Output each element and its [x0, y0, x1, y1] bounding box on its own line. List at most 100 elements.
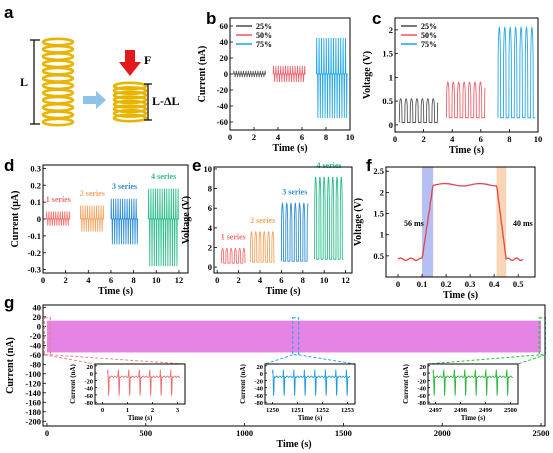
x-tick-label: 2	[151, 407, 154, 414]
x-axis-label: Time (s)	[443, 290, 478, 301]
x-axis-label: Time (s)	[98, 286, 133, 297]
y-tick-label: 10	[204, 164, 213, 174]
y-tick-label: 40	[220, 37, 229, 47]
y-tick-label: 20	[220, 53, 229, 63]
x-tick-label: 10	[534, 134, 543, 144]
panel-label-b: b	[206, 9, 216, 28]
y-tick-label: -20	[254, 378, 263, 385]
spring-coil	[112, 81, 148, 91]
spring-coil	[41, 81, 75, 91]
x-tick-label: 500	[139, 428, 152, 438]
x-axis-label: Time (s)	[276, 439, 311, 450]
y-tick-label: 20	[33, 312, 42, 322]
inset-background	[428, 364, 518, 404]
inset-frame	[427, 363, 519, 405]
panel-e: e 0 2 4 6 8 10 12 0 2 4 6 8 10 Time (s) Voltage (V) 1 se…	[181, 156, 353, 297]
spring-icon-compressed	[112, 81, 148, 123]
y-tick-label: -60	[217, 117, 228, 127]
series-line-2	[249, 230, 275, 263]
legend-label-2: 50%	[421, 31, 437, 40]
panel-f: f 0 0.1 0.2 0.3 0.4 0.5 0.5 1 1.5 2 2.5 Time (s) Volt…	[353, 156, 536, 301]
panel-a: a L F L-ΔL	[4, 3, 180, 127]
y-tick-label: -60	[30, 350, 41, 360]
inset-frame	[264, 363, 356, 405]
y-axis-label: Current (nA)	[239, 363, 247, 403]
y-tick-label: -40	[30, 340, 41, 350]
series-line-2	[272, 65, 306, 83]
legend-label-2: 50%	[256, 31, 272, 40]
transition-arrow-icon	[83, 91, 106, 109]
y-tick-label: -140	[25, 388, 41, 398]
y-tick-label: 2	[380, 187, 384, 197]
x-tick-label: 0.1	[417, 279, 428, 289]
spring-coil	[41, 44, 75, 54]
x-axis-label: Time (s)	[449, 145, 484, 156]
x-tick-label: 1252	[316, 407, 329, 414]
plot-frame	[229, 17, 351, 131]
series-label-2: 2 series	[80, 189, 105, 198]
x-tick-label: 6	[300, 132, 304, 142]
zoom-connector-left	[264, 354, 293, 365]
x-tick-label: 6	[279, 275, 283, 285]
y-tick-label: 20	[87, 364, 94, 371]
plot-frame	[213, 166, 353, 274]
spring-coil	[41, 95, 75, 105]
series-label-1: 1 series	[221, 233, 246, 242]
y-tick-label: 0	[423, 371, 426, 378]
y-axis-label: Voltage (V)	[181, 196, 192, 244]
x-tick-label: 2	[236, 275, 240, 285]
highlight-box-2	[292, 317, 300, 356]
y-tick-label: 0	[260, 371, 263, 378]
y-tick-label: 1	[389, 72, 393, 82]
rise-time-label: 56 ms	[404, 219, 424, 228]
x-tick-label: 3	[176, 407, 180, 414]
y-tick-label: -100	[25, 369, 41, 379]
y-tick-label: -60	[84, 393, 93, 400]
highlight-box-3	[538, 317, 546, 356]
x-tick-label: 0.5	[513, 279, 524, 289]
spring-coil	[112, 113, 148, 123]
panel-label-e: e	[192, 156, 201, 175]
fall-time-label: 40 ms	[513, 219, 533, 228]
y-tick-label: 4	[208, 223, 213, 233]
spring-coil	[112, 95, 148, 105]
x-tick-label: 4	[276, 132, 281, 142]
x-tick-label: 8	[324, 132, 328, 142]
force-label: F	[144, 53, 151, 67]
x-tick-label: 0	[393, 134, 397, 144]
spring-coil	[41, 102, 75, 112]
y-tick-label: -60	[417, 393, 426, 400]
series-line-3	[315, 37, 348, 119]
y-tick-label: -200	[25, 416, 41, 426]
force-arrow-icon	[119, 50, 141, 76]
series-line-4	[314, 176, 344, 260]
y-tick-label: -0.2	[28, 248, 41, 258]
y-tick-label: 0	[37, 321, 41, 331]
x-axis-label: Time (s)	[128, 414, 153, 422]
spring-icon-uncompressed	[41, 37, 75, 127]
y-tick-label: 1.5	[382, 49, 393, 59]
zoom-connector-right	[298, 354, 356, 365]
y-tick-label: 2.5	[373, 166, 384, 176]
y-tick-label: 20	[257, 364, 264, 371]
y-tick-label: 40	[33, 302, 42, 312]
y-tick-label: 0.2	[30, 180, 41, 190]
x-tick-label: 8	[132, 275, 136, 285]
x-tick-label: 1	[126, 407, 129, 414]
y-tick-label: 6	[208, 203, 212, 213]
series-line-2	[79, 205, 105, 232]
x-tick-label: 2000	[434, 428, 451, 438]
spring-coil	[41, 117, 75, 127]
x-tick-label: 8	[301, 275, 305, 285]
x-tick-label: 12	[175, 275, 184, 285]
series-line-1	[233, 70, 266, 78]
x-tick-label: 10	[320, 275, 329, 285]
plot-frame	[42, 304, 546, 427]
x-tick-label: 10	[152, 275, 161, 285]
y-tick-label: -0.1	[28, 231, 41, 241]
spring-coil	[41, 110, 75, 120]
y-tick-label: 60	[220, 21, 229, 31]
